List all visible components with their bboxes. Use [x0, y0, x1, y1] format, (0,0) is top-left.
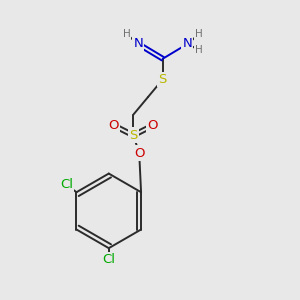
Text: N: N: [133, 38, 143, 50]
Text: O: O: [108, 119, 119, 132]
Text: N: N: [182, 38, 192, 50]
Text: O: O: [148, 119, 158, 132]
Text: O: O: [134, 146, 145, 160]
Text: S: S: [159, 73, 167, 86]
Text: H: H: [195, 45, 203, 55]
Text: H: H: [195, 29, 203, 39]
Text: S: S: [129, 129, 137, 142]
Text: Cl: Cl: [60, 178, 73, 191]
Text: Cl: Cl: [102, 254, 115, 266]
Text: H: H: [123, 29, 130, 39]
